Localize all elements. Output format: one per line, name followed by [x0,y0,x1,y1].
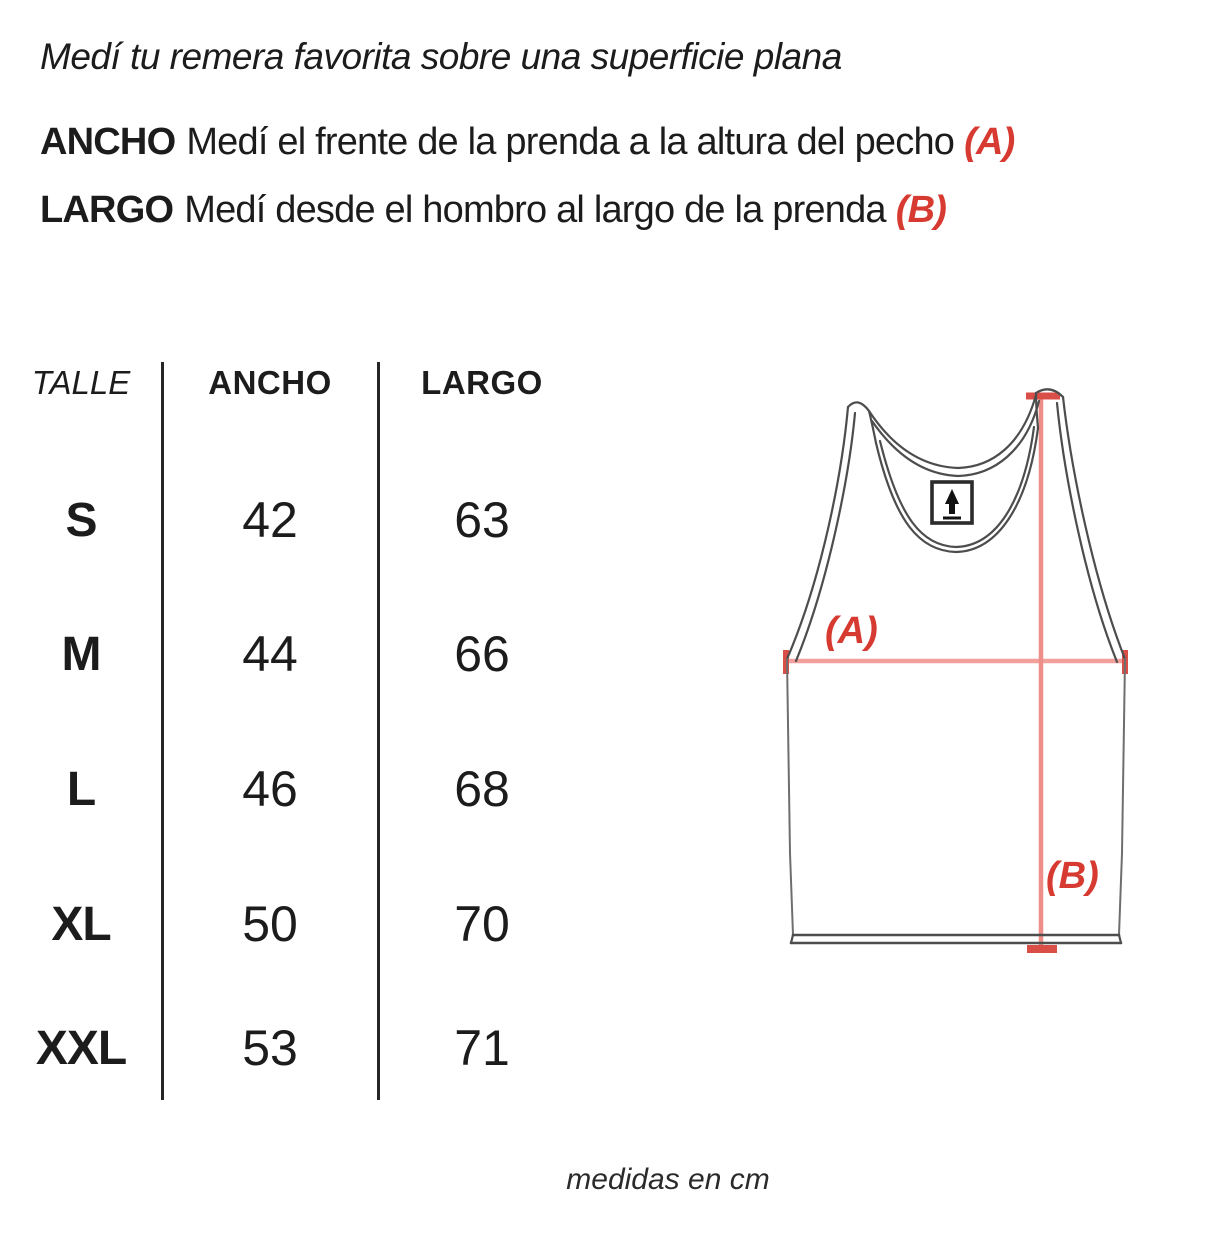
ancho-value: 46 [242,761,298,817]
size-label: M [61,627,102,681]
table-row: XXL 53 71 [0,1018,586,1078]
column-header-talle: TALLE [31,364,131,401]
table-row: S 42 63 [0,490,586,550]
instruction-ancho: ANCHO Medí el frente de la prenda a la al… [40,121,1015,164]
table-row: M 44 66 [0,624,586,684]
table-header-row: TALLE ANCHO LARGO [0,359,586,407]
care-tag-icon [930,480,974,525]
size-label: XL [51,897,111,951]
table-divider-left [161,362,164,1100]
intro-text: Medí tu remera favorita sobre una superf… [40,36,842,77]
tank-top-diagram: (A) (B) [783,388,1128,953]
tank-top-outline [785,388,1127,945]
instruction-ancho-term: ANCHO [40,121,176,163]
table-row: XL 50 70 [0,894,586,954]
size-label: S [65,493,97,547]
length-measure-line [1026,392,1060,953]
largo-value: 66 [454,626,510,682]
units-note: medidas en cm [566,1163,770,1196]
largo-value: 70 [454,896,510,952]
ancho-value: 42 [242,492,298,548]
ancho-value: 44 [242,626,298,682]
width-measure-line [783,650,1128,674]
largo-value: 71 [454,1020,510,1076]
measure-ref-a: (A) [964,121,1015,163]
largo-value: 68 [454,761,510,817]
table-row: L 46 68 [0,759,586,819]
column-header-ancho: ANCHO [208,364,332,401]
instruction-largo: LARGO Medí desde el hombro al largo de la… [40,189,947,232]
ancho-value: 50 [242,896,298,952]
length-label: (B) [1046,855,1099,897]
width-label: (A) [825,610,878,652]
measure-ref-b: (B) [895,189,947,231]
table-divider-right [377,362,380,1100]
instruction-ancho-text: Medí el frente de la prenda a la altura … [186,121,955,163]
size-label: L [66,762,96,816]
largo-value: 63 [454,492,510,548]
ancho-value: 53 [242,1020,298,1076]
size-label: XXL [35,1021,127,1075]
instruction-largo-text: Medí desde el hombro al largo de la pren… [184,189,886,231]
column-header-largo: LARGO [421,364,543,401]
instruction-largo-term: LARGO [40,189,174,231]
